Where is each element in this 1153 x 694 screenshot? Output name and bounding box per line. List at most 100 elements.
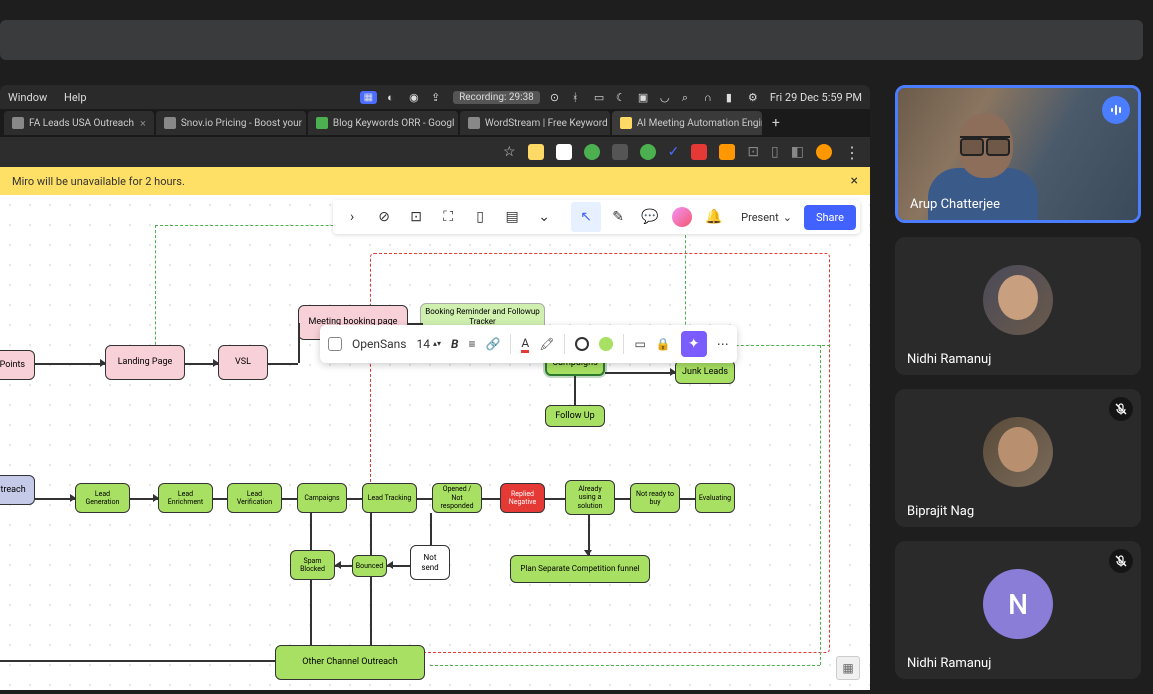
extension-icon[interactable]: ◧: [791, 144, 804, 160]
format-lock-icon[interactable]: 🔒: [656, 337, 671, 351]
node-lead-gen[interactable]: Lead Generation: [75, 483, 130, 513]
node-other-channel[interactable]: Other Channel Outreach: [275, 645, 425, 680]
extension-icon[interactable]: ⊡: [747, 144, 759, 160]
node-followup[interactable]: Follow Up: [545, 405, 605, 427]
toolbar-note-icon[interactable]: ▯: [465, 202, 495, 232]
toolbar-timer-icon[interactable]: ⊘: [369, 202, 399, 232]
node-already-using[interactable]: Already using a solution: [565, 480, 615, 515]
display-icon[interactable]: ▭: [594, 91, 606, 103]
control-center-icon[interactable]: ⚙: [748, 91, 760, 103]
node-evaluating[interactable]: Evaluating: [695, 483, 735, 513]
participant-tile[interactable]: Biprajit Nag: [895, 389, 1141, 527]
format-font[interactable]: OpenSans: [352, 337, 406, 351]
new-tab-button[interactable]: +: [764, 115, 788, 131]
participant-name: Biprajit Nag: [895, 496, 1141, 527]
present-button[interactable]: Present⌄: [731, 211, 802, 224]
node-outreach[interactable]: Outreach: [0, 475, 35, 505]
format-ai-icon[interactable]: ✦: [681, 331, 707, 357]
toolbar-fullscreen-icon[interactable]: ⛶: [433, 202, 463, 232]
format-link-icon[interactable]: 🔗: [485, 337, 500, 351]
toolbar-chevron-down-icon[interactable]: ⌄: [529, 202, 559, 232]
format-card-icon[interactable]: ▭: [634, 337, 645, 351]
clock[interactable]: Fri 29 Dec 5:59 PM: [770, 91, 862, 104]
format-size[interactable]: 14▴▾: [416, 337, 441, 351]
browser-tab[interactable]: Snov.io Pricing - Boost your×: [156, 111, 306, 135]
node-spam[interactable]: Spam Blocked: [290, 550, 335, 580]
browser-tab[interactable]: FA Leads USA Outreach×: [4, 111, 154, 135]
mac-menubar: Window Help ▦ ◐ ◉ ⇪ Recording: 29:38 ⊙ ᚼ…: [0, 85, 870, 109]
screen-icon[interactable]: ▣: [638, 91, 650, 103]
toolbar-avatar[interactable]: [667, 202, 697, 232]
node-not-ready[interactable]: Not ready to buy: [630, 483, 680, 513]
extension-icon[interactable]: [556, 144, 572, 160]
format-checkbox[interactable]: [328, 337, 342, 351]
toolbar-cursor-icon[interactable]: ↖: [571, 202, 601, 232]
node-landing-page[interactable]: Landing Page: [105, 345, 185, 380]
browser-menu-icon[interactable]: ⋮: [844, 143, 860, 162]
toolbar-doc-icon[interactable]: ▤: [497, 202, 527, 232]
extension-icon[interactable]: [612, 144, 628, 160]
menu-window[interactable]: Window: [8, 91, 47, 104]
format-bold-icon[interactable]: B: [451, 337, 458, 351]
toolbar-frame-icon[interactable]: ⊡: [401, 202, 431, 232]
extension-icon[interactable]: ✓: [668, 144, 680, 160]
bluetooth-icon[interactable]: ᚼ: [572, 91, 584, 103]
toolbar-comment-icon[interactable]: 💬: [635, 202, 665, 232]
node-replied-negative[interactable]: Replied Negative: [500, 483, 545, 513]
tray-blue-icon[interactable]: ▦: [360, 91, 377, 104]
node-vsl[interactable]: VSL: [218, 345, 268, 380]
bookmark-icon[interactable]: ☆: [503, 144, 516, 160]
browser-tab[interactable]: Blog Keywords ORR - Googl×: [308, 111, 458, 135]
format-more-icon[interactable]: ⋯: [717, 337, 729, 351]
node-touchpoints[interactable]: chPoints: [0, 350, 35, 380]
tray-icon[interactable]: ◐: [387, 91, 399, 103]
share-button[interactable]: Share: [804, 205, 856, 230]
participant-tile[interactable]: Nidhi Ramanuj: [895, 237, 1141, 375]
node-opened[interactable]: Opened / Not responded: [432, 483, 482, 513]
browser-tab-active[interactable]: AI Meeting Automation Engin×: [612, 111, 762, 135]
node-lead-verify[interactable]: Lead Verification: [227, 483, 282, 513]
battery-icon[interactable]: ▮: [726, 91, 738, 103]
toolbar-pen-icon[interactable]: ✎: [603, 202, 633, 232]
minimap-button[interactable]: ▦: [836, 656, 860, 680]
format-align-icon[interactable]: ≡: [468, 337, 475, 351]
wifi-icon[interactable]: ◡: [660, 91, 672, 103]
tab-close-icon[interactable]: ×: [140, 117, 146, 130]
moon-icon[interactable]: ☾: [616, 91, 628, 103]
tray-icon[interactable]: ⊙: [550, 91, 562, 103]
format-highlight-icon[interactable]: 🖍: [539, 337, 554, 351]
node-not-send[interactable]: Not send: [410, 545, 450, 580]
edge: [0, 660, 275, 662]
headphones-icon[interactable]: ∩: [704, 91, 716, 103]
tray-share-icon[interactable]: ⇪: [431, 91, 443, 103]
format-text-color[interactable]: A: [521, 336, 529, 353]
tab-label: AI Meeting Automation Engin: [637, 118, 762, 129]
extension-icon[interactable]: [584, 144, 600, 160]
toolbar-bell-icon[interactable]: 🔔: [699, 202, 729, 232]
extension-icon[interactable]: [691, 144, 707, 160]
participant-tile[interactable]: Arup Chatterjee: [895, 85, 1141, 223]
recording-indicator[interactable]: Recording: 29:38: [453, 91, 540, 104]
banner-close-icon[interactable]: ×: [851, 173, 858, 189]
extension-icon[interactable]: [640, 144, 656, 160]
extension-icon[interactable]: [719, 144, 735, 160]
browser-tab[interactable]: WordStream | Free Keyword×: [460, 111, 610, 135]
node-bounced[interactable]: Bounced: [352, 555, 387, 577]
format-border-color[interactable]: [575, 337, 589, 351]
tray-icon[interactable]: ◉: [409, 91, 421, 103]
search-icon[interactable]: ⌕: [682, 91, 694, 103]
menu-help[interactable]: Help: [64, 91, 87, 104]
node-plan-separate[interactable]: Plan Separate Competition funnel: [510, 555, 650, 583]
edge: [310, 580, 312, 645]
node-junk-leads[interactable]: Junk Leads: [675, 360, 735, 384]
node-lead-enrich[interactable]: Lead Enrichment: [158, 483, 213, 513]
extension-icon[interactable]: ▯: [771, 144, 779, 160]
miro-canvas[interactable]: chPoints Landing Page VSL Meeting bookin…: [0, 195, 870, 690]
extension-icon[interactable]: [528, 144, 544, 160]
node-campaigns[interactable]: Campaigns: [297, 483, 347, 513]
format-fill-color[interactable]: [599, 337, 613, 351]
participant-tile[interactable]: N Nidhi Ramanuj: [895, 541, 1141, 679]
toolbar-expand-icon[interactable]: ›: [337, 202, 367, 232]
node-lead-tracking[interactable]: Lead Tracking: [362, 483, 417, 513]
profile-icon[interactable]: [816, 144, 832, 160]
